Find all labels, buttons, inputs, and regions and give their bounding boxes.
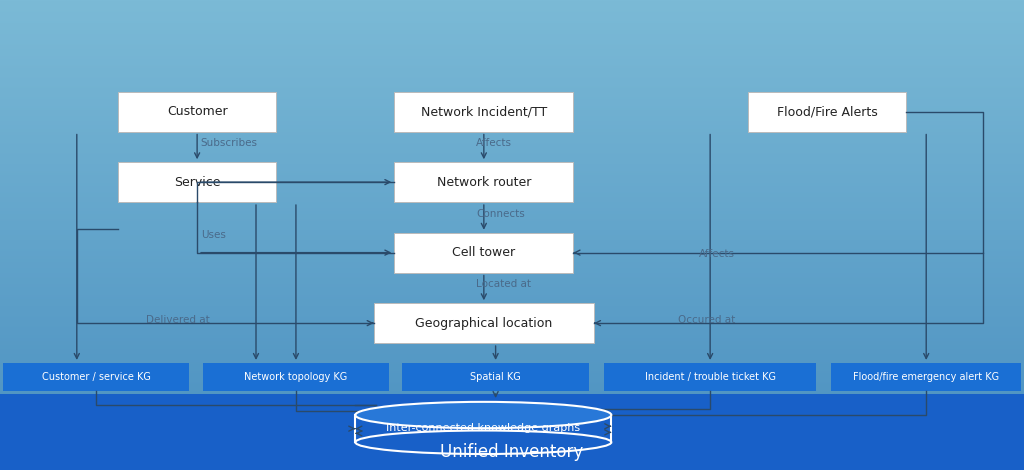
FancyBboxPatch shape <box>118 92 276 132</box>
FancyBboxPatch shape <box>394 162 573 202</box>
Text: Network Incident/TT: Network Incident/TT <box>421 105 547 118</box>
Text: Network topology KG: Network topology KG <box>245 372 347 382</box>
Polygon shape <box>355 415 611 442</box>
Text: Occured at: Occured at <box>678 314 735 325</box>
Text: Affects: Affects <box>476 138 512 149</box>
Text: Customer / service KG: Customer / service KG <box>42 372 151 382</box>
Text: Customer: Customer <box>167 105 227 118</box>
Text: Unified Inventory: Unified Inventory <box>440 443 584 461</box>
Text: Affects: Affects <box>699 249 735 259</box>
Text: Flood/fire emergency alert KG: Flood/fire emergency alert KG <box>853 372 999 382</box>
FancyBboxPatch shape <box>118 162 276 202</box>
Text: Cell tower: Cell tower <box>453 246 515 259</box>
Text: Connects: Connects <box>476 209 525 219</box>
Text: Subscribes: Subscribes <box>201 138 258 149</box>
FancyBboxPatch shape <box>604 363 816 391</box>
Text: Incident / trouble ticket KG: Incident / trouble ticket KG <box>645 372 775 382</box>
Text: Located at: Located at <box>476 279 531 290</box>
Text: Flood/Fire Alerts: Flood/Fire Alerts <box>776 105 878 118</box>
Text: Spatial KG: Spatial KG <box>470 372 521 382</box>
Text: Uses: Uses <box>201 230 225 240</box>
Text: Geographical location: Geographical location <box>415 317 553 329</box>
FancyBboxPatch shape <box>402 363 589 391</box>
FancyBboxPatch shape <box>3 363 189 391</box>
Text: Inter-connected knowledge graphs: Inter-connected knowledge graphs <box>386 423 581 433</box>
FancyBboxPatch shape <box>394 92 573 132</box>
FancyBboxPatch shape <box>748 92 906 132</box>
Text: Service: Service <box>174 176 220 188</box>
FancyBboxPatch shape <box>394 233 573 273</box>
FancyBboxPatch shape <box>203 363 389 391</box>
Text: Network router: Network router <box>436 176 531 188</box>
FancyBboxPatch shape <box>0 394 1024 470</box>
Text: Delivered at: Delivered at <box>146 314 210 325</box>
Ellipse shape <box>355 431 611 454</box>
FancyBboxPatch shape <box>831 363 1021 391</box>
FancyBboxPatch shape <box>374 303 594 343</box>
Ellipse shape <box>355 402 611 428</box>
